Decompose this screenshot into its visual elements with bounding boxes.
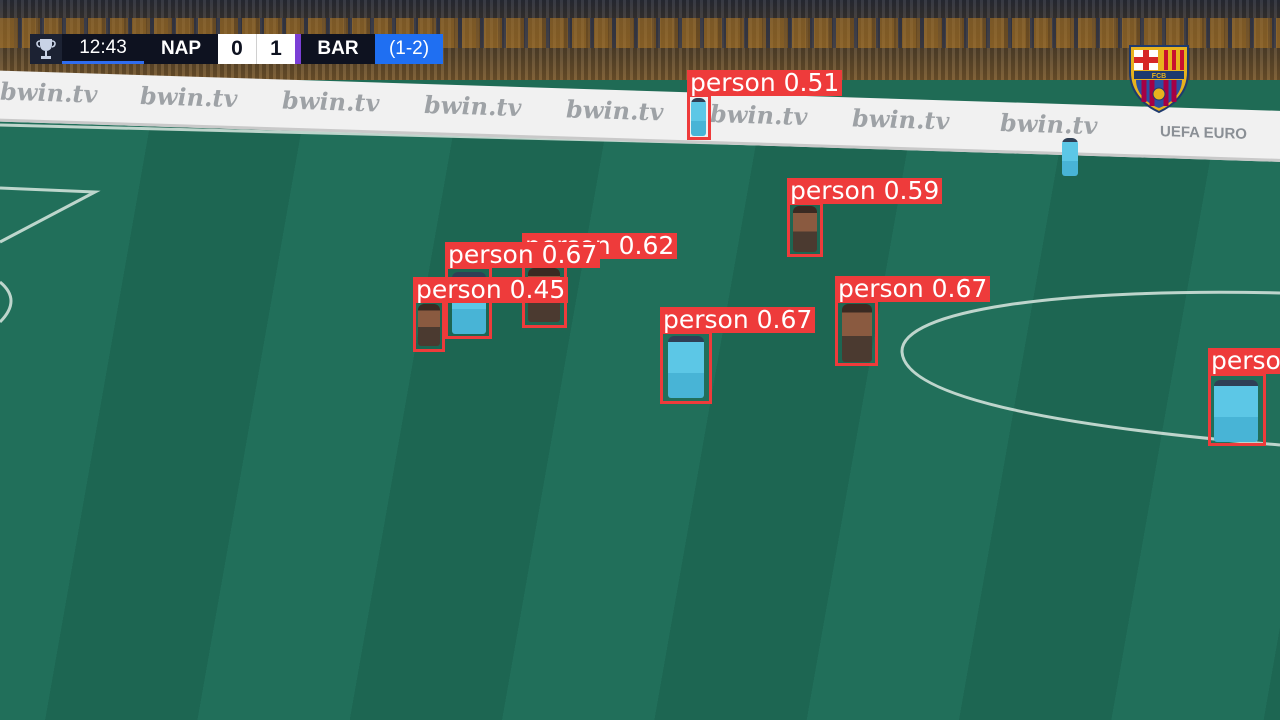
uefa-europa-league-trophy-icon [30,34,62,64]
detection-class: person [663,307,749,333]
ad-text: bwin.tv [282,85,380,118]
detection-box [1208,373,1266,446]
ad-text: bwin.tv [424,89,522,123]
penalty-arc [0,280,13,324]
centre-circle [900,290,1280,447]
detection-class: person [790,178,876,204]
detection-score: 0.45 [509,277,566,303]
player [668,336,704,398]
detection-label: person 0.67 [660,307,816,333]
pitch [0,112,1280,720]
detection-label: person [1208,348,1280,374]
detection-score: 0.59 [883,178,940,204]
player [1214,380,1258,442]
ad-text-uefa: UEFA EURO [1160,123,1247,143]
detection-score: 0.67 [541,242,598,268]
detection-class: person [416,277,502,303]
away-score: 1 [256,34,295,64]
home-team: NAP [144,34,218,64]
detection-score: 0.62 [618,233,675,259]
ad-text: bwin.tv [710,98,808,132]
match-clock: 12:43 [62,34,144,64]
detection-class: person [1211,348,1280,374]
ad-text: bwin.tv [852,103,950,136]
detection-box [660,331,712,404]
detection-class: person [448,242,534,268]
ad-text: bwin.tv [1000,108,1098,141]
player [793,206,817,252]
detection-class: person [838,276,924,302]
detection-label: person 0.67 [445,242,601,268]
home-score: 0 [218,34,256,64]
penalty-box-line [0,186,101,244]
detection-box [835,300,878,366]
detection-score: 0.51 [783,70,840,96]
detection-score: 0.67 [931,276,988,302]
player [691,98,706,136]
detection-score: 0.67 [756,307,813,333]
player [418,304,440,346]
detection-label: person 0.59 [787,178,943,204]
fc-barcelona-crest-icon: FCB [1129,45,1189,114]
aggregate-score: (1-2) [375,34,443,64]
ad-text: bwin.tv [140,81,238,114]
player [1062,138,1078,176]
ad-text: bwin.tv [0,76,98,109]
away-team: BAR [301,34,375,64]
detection-box [413,300,445,352]
detection-label: person 0.51 [687,70,843,96]
detection-class: person [690,70,776,96]
player [842,304,872,362]
detection-label: person 0.45 [413,277,569,303]
detection-label: person 0.67 [835,276,991,302]
ad-text: bwin.tv [566,94,664,127]
detection-box [787,202,823,257]
crest-text: FCB [1152,73,1166,80]
team-color-divider [295,34,301,64]
scoreboard: 12:43 NAP 0 1 BAR (1-2) [30,34,443,64]
detection-box [687,94,711,140]
